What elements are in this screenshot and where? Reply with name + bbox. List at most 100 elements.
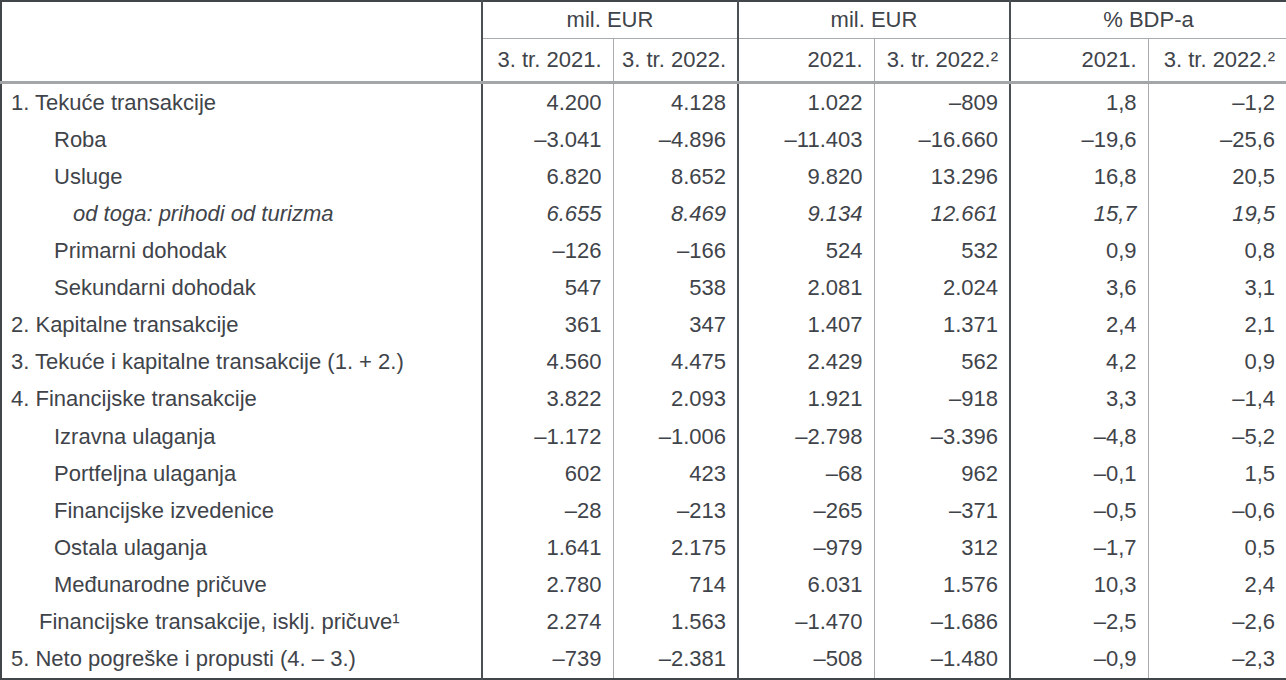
row-value: 10,3 bbox=[1010, 566, 1148, 603]
row-value: 312 bbox=[874, 529, 1010, 566]
col-header-q3-2022-pct: 3. tr. 2022.² bbox=[1148, 39, 1286, 83]
row-value: 20,5 bbox=[1148, 159, 1286, 196]
row-value: 6.655 bbox=[482, 196, 613, 233]
row-label: 5. Neto pogreške i propusti (4. – 3.) bbox=[1, 640, 482, 679]
row-value: –2,6 bbox=[1148, 603, 1286, 640]
group-header-pct-bdp: % BDP-a bbox=[1010, 1, 1286, 39]
row-value: 2.780 bbox=[482, 566, 613, 603]
row-value: 714 bbox=[613, 566, 738, 603]
row-value: –1.480 bbox=[874, 640, 1010, 679]
row-value: 2.274 bbox=[482, 603, 613, 640]
col-header-q3-2021: 3. tr. 2021. bbox=[482, 39, 613, 83]
table-row: Ostala ulaganja 1.641 2.175 –979 312 –1,… bbox=[1, 529, 1286, 566]
row-value: –1,4 bbox=[1148, 381, 1286, 418]
corner-cell bbox=[1, 1, 482, 83]
row-value: 547 bbox=[482, 270, 613, 307]
row-value: 524 bbox=[738, 233, 874, 270]
row-value: –0,6 bbox=[1148, 492, 1286, 529]
row-value: 4.475 bbox=[613, 344, 738, 381]
row-value: 3,6 bbox=[1010, 270, 1148, 307]
table-row: Financijske izvedenice –28 –213 –265 –37… bbox=[1, 492, 1286, 529]
row-label: Usluge bbox=[1, 159, 482, 196]
row-value: –0,9 bbox=[1010, 640, 1148, 679]
row-value: –979 bbox=[738, 529, 874, 566]
table-row: 1. Tekuće transakcije 4.200 4.128 1.022 … bbox=[1, 83, 1286, 122]
row-value: 6.031 bbox=[738, 566, 874, 603]
row-label: Financijske izvedenice bbox=[1, 492, 482, 529]
row-value: 1.563 bbox=[613, 603, 738, 640]
row-value: –2,3 bbox=[1148, 640, 1286, 679]
row-label: Financijske transakcije, isklj. pričuve¹ bbox=[1, 603, 482, 640]
row-value: 0,5 bbox=[1148, 529, 1286, 566]
row-value: 0,8 bbox=[1148, 233, 1286, 270]
row-value: 532 bbox=[874, 233, 1010, 270]
row-value: –2.381 bbox=[613, 640, 738, 679]
balance-of-payments-table: mil. EUR mil. EUR % BDP-a 3. tr. 2021. 3… bbox=[0, 0, 1286, 680]
group-header-mil-eur-cumulative: mil. EUR bbox=[738, 1, 1010, 39]
row-value: –11.403 bbox=[738, 122, 874, 159]
row-value: 13.296 bbox=[874, 159, 1010, 196]
row-value: 2.024 bbox=[874, 270, 1010, 307]
row-value: –1.006 bbox=[613, 418, 738, 455]
col-header-2021-cum: 2021. bbox=[738, 39, 874, 83]
row-value: 16,8 bbox=[1010, 159, 1148, 196]
row-value: 562 bbox=[874, 344, 1010, 381]
row-label: 2. Kapitalne transakcije bbox=[1, 307, 482, 344]
row-value: 1.641 bbox=[482, 529, 613, 566]
row-label: Portfeljna ulaganja bbox=[1, 455, 482, 492]
row-value: 4.128 bbox=[613, 83, 738, 122]
row-value: –25,6 bbox=[1148, 122, 1286, 159]
table-row: 2. Kapitalne transakcije 361 347 1.407 1… bbox=[1, 307, 1286, 344]
row-value: 1,5 bbox=[1148, 455, 1286, 492]
row-label: 4. Financijske transakcije bbox=[1, 381, 482, 418]
row-value: 8.652 bbox=[613, 159, 738, 196]
row-value: 2.175 bbox=[613, 529, 738, 566]
row-value: 538 bbox=[613, 270, 738, 307]
table-row: 3. Tekuće i kapitalne transakcije (1. + … bbox=[1, 344, 1286, 381]
row-value: –126 bbox=[482, 233, 613, 270]
row-value: 347 bbox=[613, 307, 738, 344]
row-value: –1.172 bbox=[482, 418, 613, 455]
row-value: 9.134 bbox=[738, 196, 874, 233]
row-value: –3.041 bbox=[482, 122, 613, 159]
row-value: 4,2 bbox=[1010, 344, 1148, 381]
table-row: Financijske transakcije, isklj. pričuve¹… bbox=[1, 603, 1286, 640]
table-body: 1. Tekuće transakcije 4.200 4.128 1.022 … bbox=[1, 83, 1286, 680]
row-value: 6.820 bbox=[482, 159, 613, 196]
row-value: 962 bbox=[874, 455, 1010, 492]
row-value: 1,8 bbox=[1010, 83, 1148, 122]
row-value: –918 bbox=[874, 381, 1010, 418]
table-row: Izravna ulaganja –1.172 –1.006 –2.798 –3… bbox=[1, 418, 1286, 455]
row-value: 602 bbox=[482, 455, 613, 492]
row-value: 3,3 bbox=[1010, 381, 1148, 418]
table-row: Sekundarni dohodak 547 538 2.081 2.024 3… bbox=[1, 270, 1286, 307]
row-value: 361 bbox=[482, 307, 613, 344]
row-value: 2.429 bbox=[738, 344, 874, 381]
row-value: 3,1 bbox=[1148, 270, 1286, 307]
row-value: 9.820 bbox=[738, 159, 874, 196]
row-value: 0,9 bbox=[1148, 344, 1286, 381]
row-value: –16.660 bbox=[874, 122, 1010, 159]
row-value: 0,9 bbox=[1010, 233, 1148, 270]
unit-header-row: mil. EUR mil. EUR % BDP-a bbox=[1, 1, 1286, 39]
col-header-2021-pct: 2021. bbox=[1010, 39, 1148, 83]
row-value: 1.022 bbox=[738, 83, 874, 122]
row-value: –68 bbox=[738, 455, 874, 492]
row-value: 2,4 bbox=[1148, 566, 1286, 603]
table-row: Usluge 6.820 8.652 9.820 13.296 16,8 20,… bbox=[1, 159, 1286, 196]
row-label: Primarni dohodak bbox=[1, 233, 482, 270]
table-row: od toga: prihodi od turizma 6.655 8.469 … bbox=[1, 196, 1286, 233]
row-value: 1.371 bbox=[874, 307, 1010, 344]
table-row: Roba –3.041 –4.896 –11.403 –16.660 –19,6… bbox=[1, 122, 1286, 159]
row-value: –265 bbox=[738, 492, 874, 529]
row-value: –739 bbox=[482, 640, 613, 679]
row-value: 2.093 bbox=[613, 381, 738, 418]
row-value: 19,5 bbox=[1148, 196, 1286, 233]
table-row: Portfeljna ulaganja 602 423 –68 962 –0,1… bbox=[1, 455, 1286, 492]
group-header-mil-eur-quarterly: mil. EUR bbox=[482, 1, 738, 39]
row-label: od toga: prihodi od turizma bbox=[1, 196, 482, 233]
row-value: 4.560 bbox=[482, 344, 613, 381]
row-value: –1,2 bbox=[1148, 83, 1286, 122]
table-row: 4. Financijske transakcije 3.822 2.093 1… bbox=[1, 381, 1286, 418]
row-value: –19,6 bbox=[1010, 122, 1148, 159]
